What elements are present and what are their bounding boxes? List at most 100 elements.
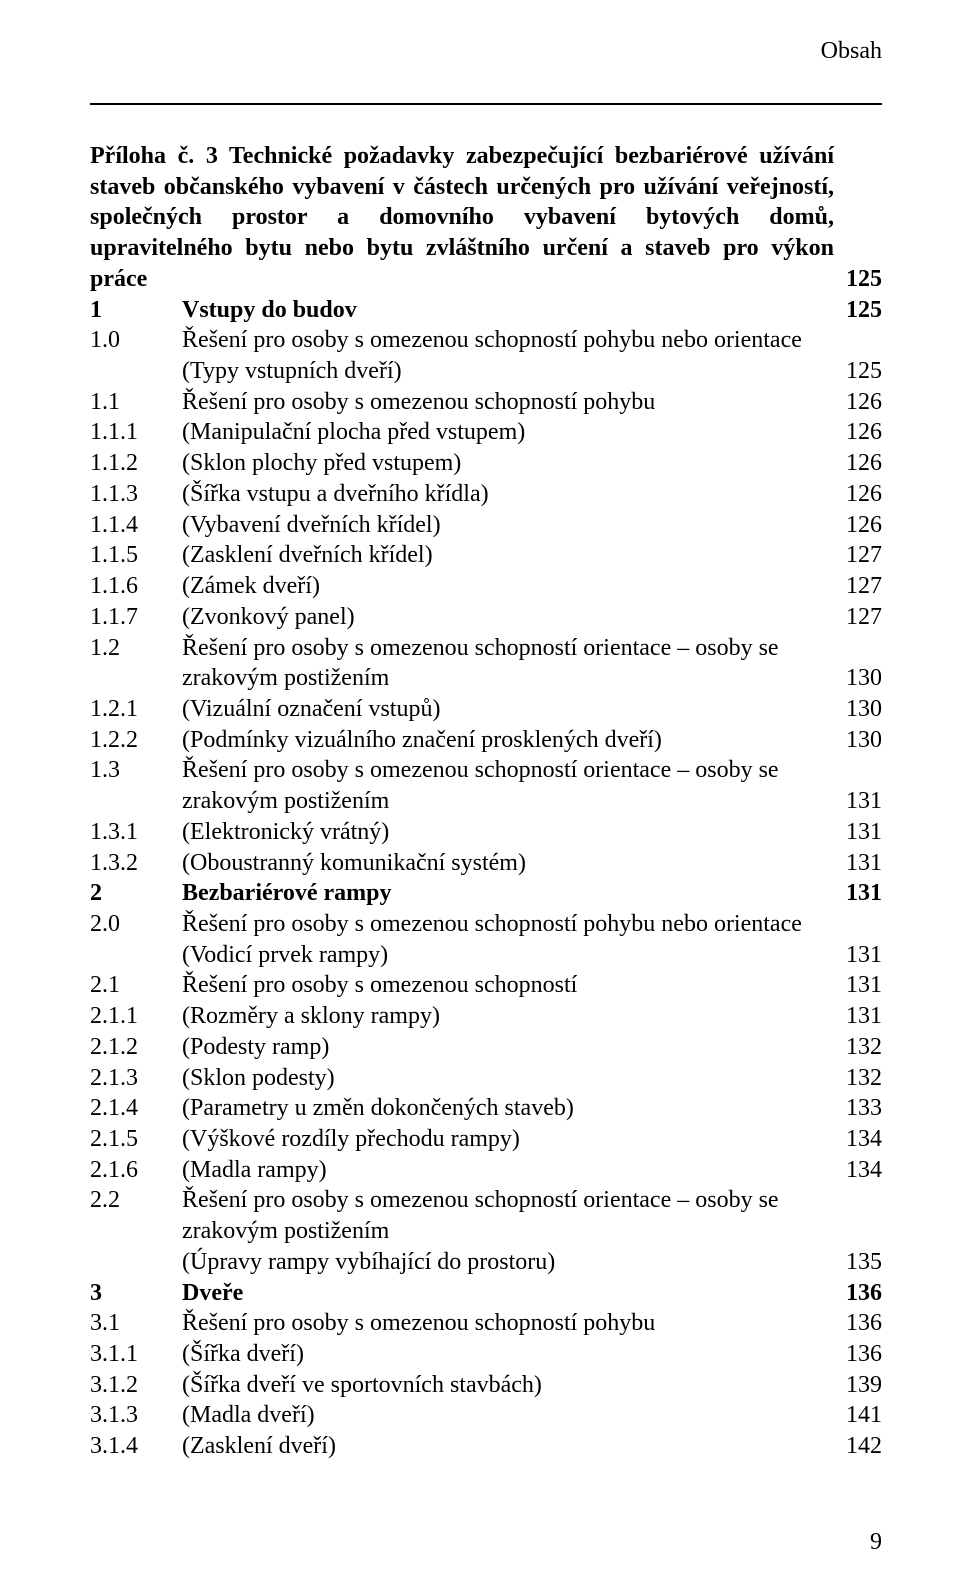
toc-row: 1.1.5(Zasklení dveřních křídel)127 xyxy=(90,540,882,571)
header-rule xyxy=(90,103,882,105)
toc-row: (Vodicí prvek rampy)131 xyxy=(90,940,882,971)
toc-row: 3.1.3(Madla dveří)141 xyxy=(90,1400,882,1431)
toc-text: (Šířka dveří) xyxy=(182,1339,834,1370)
toc-page: 130 xyxy=(834,725,882,756)
toc-text: zrakovým postižením xyxy=(182,786,834,817)
toc-row: 1.2.2(Podmínky vizuálního značení proskl… xyxy=(90,725,882,756)
toc-text: Dveře xyxy=(182,1278,834,1309)
toc-page: 142 xyxy=(834,1431,882,1462)
toc-row: 2.0Řešení pro osoby s omezenou schopnost… xyxy=(90,909,882,940)
toc-number: 1.3 xyxy=(90,755,182,786)
toc-row: 2Bezbariérové rampy131 xyxy=(90,878,882,909)
toc-text: (Manipulační plocha před vstupem) xyxy=(182,417,834,448)
toc-text: (Výškové rozdíly přechodu rampy) xyxy=(182,1124,834,1155)
toc-text: (Madla rampy) xyxy=(182,1155,834,1186)
toc-row: 2.1.6(Madla rampy)134 xyxy=(90,1155,882,1186)
toc-text: Bezbariérové rampy xyxy=(182,878,834,909)
toc-text: (Podmínky vizuálního značení prosklených… xyxy=(182,725,834,756)
toc-page: 126 xyxy=(834,387,882,418)
toc-row: 2.1.3(Sklon podesty)132 xyxy=(90,1063,882,1094)
toc-number: 2.1.6 xyxy=(90,1155,182,1186)
toc-number: 1.1.7 xyxy=(90,602,182,633)
toc-text: (Parametry u změn dokončených staveb) xyxy=(182,1093,834,1124)
toc-row: 3.1.2(Šířka dveří ve sportovních stavbác… xyxy=(90,1370,882,1401)
toc-page: 139 xyxy=(834,1370,882,1401)
toc-text: (Vizuální označení vstupů) xyxy=(182,694,834,725)
header-label: Obsah xyxy=(90,38,882,65)
toc-number: 2.1.5 xyxy=(90,1124,182,1155)
toc-number: 1.0 xyxy=(90,325,182,356)
toc-page: 125 xyxy=(834,295,882,326)
toc-page: 127 xyxy=(834,602,882,633)
toc-page: 127 xyxy=(834,540,882,571)
toc-text: (Sklon podesty) xyxy=(182,1063,834,1094)
toc-text: Řešení pro osoby s omezenou schopností o… xyxy=(182,1185,834,1216)
toc-number: 1.1.3 xyxy=(90,479,182,510)
toc-number: 1.3.1 xyxy=(90,817,182,848)
toc-row: 1.1.6(Zámek dveří)127 xyxy=(90,571,882,602)
toc-page: 141 xyxy=(834,1400,882,1431)
toc-row: 1.2Řešení pro osoby s omezenou schopnost… xyxy=(90,633,882,664)
toc-page: 126 xyxy=(834,510,882,541)
toc-row: 3.1.4(Zasklení dveří)142 xyxy=(90,1431,882,1462)
toc-text: (Vodicí prvek rampy) xyxy=(182,940,834,971)
toc-text: Řešení pro osoby s omezenou schopností p… xyxy=(182,325,834,356)
toc-page: 135 xyxy=(834,1247,882,1278)
toc-row: 3.1.1(Šířka dveří)136 xyxy=(90,1339,882,1370)
toc-text: Řešení pro osoby s omezenou schopností p… xyxy=(182,909,834,940)
toc-number: 3.1 xyxy=(90,1308,182,1339)
toc-number: 1.1.5 xyxy=(90,540,182,571)
toc-number: 3.1.4 xyxy=(90,1431,182,1462)
toc-number: 1.1.2 xyxy=(90,448,182,479)
toc-row: 2.1.2(Podesty ramp)132 xyxy=(90,1032,882,1063)
toc-page: 136 xyxy=(834,1339,882,1370)
toc-text: (Zasklení dveřních křídel) xyxy=(182,540,834,571)
toc-page: 131 xyxy=(834,970,882,1001)
toc-text: Řešení pro osoby s omezenou schopností o… xyxy=(182,633,834,664)
toc-page: 133 xyxy=(834,1093,882,1124)
toc-row: 1.3.2(Oboustranný komunikační systém)131 xyxy=(90,848,882,879)
toc-page: 130 xyxy=(834,663,882,694)
toc-text: (Vybavení dveřních křídel) xyxy=(182,510,834,541)
toc-row: 1.3.1(Elektronický vrátný)131 xyxy=(90,817,882,848)
toc-page: 136 xyxy=(834,1278,882,1309)
toc-page: 131 xyxy=(834,817,882,848)
toc-page: 134 xyxy=(834,1155,882,1186)
toc-text: zrakovým postižením xyxy=(182,663,834,694)
toc-text: Řešení pro osoby s omezenou schopností p… xyxy=(182,387,834,418)
toc-number: 1.3.2 xyxy=(90,848,182,879)
toc-row: (Úpravy rampy vybíhající do prostoru)135 xyxy=(90,1247,882,1278)
toc-row: 1.1.2(Sklon plochy před vstupem)126 xyxy=(90,448,882,479)
toc-text: (Zvonkový panel) xyxy=(182,602,834,633)
toc-text: (Podesty ramp) xyxy=(182,1032,834,1063)
toc-text: (Elektronický vrátný) xyxy=(182,817,834,848)
toc-page: 131 xyxy=(834,848,882,879)
toc-number: 1.2.1 xyxy=(90,694,182,725)
toc-number: 1.2.2 xyxy=(90,725,182,756)
toc-text: (Zasklení dveří) xyxy=(182,1431,834,1462)
toc-page: 131 xyxy=(834,786,882,817)
toc-row: 1Vstupy do budov125 xyxy=(90,295,882,326)
toc-number: 1.1.1 xyxy=(90,417,182,448)
toc-number: 2.2 xyxy=(90,1185,182,1216)
toc-number: 3.1.3 xyxy=(90,1400,182,1431)
toc-row: zrakovým postižením130 xyxy=(90,663,882,694)
toc-number: 1.1.4 xyxy=(90,510,182,541)
toc-row: 1.1Řešení pro osoby s omezenou schopnost… xyxy=(90,387,882,418)
toc-row: 1.1.3(Šířka vstupu a dveřního křídla)126 xyxy=(90,479,882,510)
toc-text: Řešení pro osoby s omezenou schopností p… xyxy=(182,1308,834,1339)
toc-text: (Rozměry a sklony rampy) xyxy=(182,1001,834,1032)
toc-number: 3 xyxy=(90,1278,182,1309)
toc-row: 1.1.4(Vybavení dveřních křídel)126 xyxy=(90,510,882,541)
toc-row: 2.1.1(Rozměry a sklony rampy)131 xyxy=(90,1001,882,1032)
toc-row: zrakovým postižením xyxy=(90,1216,882,1247)
toc-text: (Typy vstupních dveří) xyxy=(182,356,834,387)
section-title: Příloha č. 3 Technické požadavky zabezpe… xyxy=(90,141,834,295)
toc-text: zrakovým postižením xyxy=(182,1216,834,1247)
toc-text: (Sklon plochy před vstupem) xyxy=(182,448,834,479)
toc-text: (Šířka dveří ve sportovních stavbách) xyxy=(182,1370,834,1401)
toc-page: 125 xyxy=(834,356,882,387)
toc-row: 2.1.4(Parametry u změn dokončených stave… xyxy=(90,1093,882,1124)
toc-row: 3Dveře136 xyxy=(90,1278,882,1309)
toc-row: 1.2.1(Vizuální označení vstupů)130 xyxy=(90,694,882,725)
